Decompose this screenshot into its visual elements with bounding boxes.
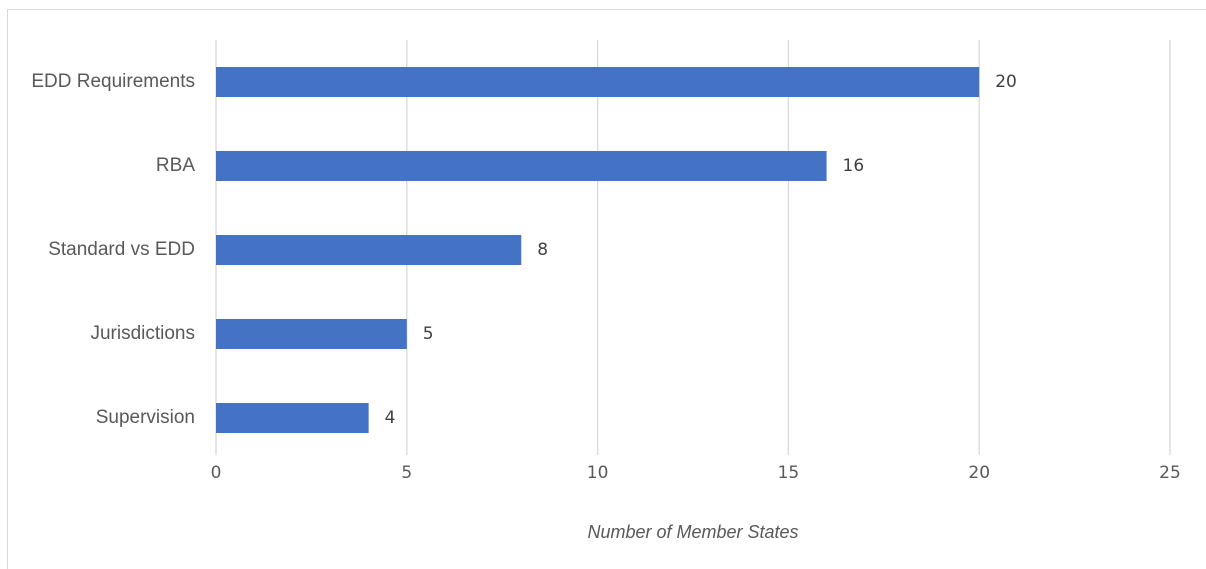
bars: [216, 67, 980, 433]
category-label: Standard vs EDD: [48, 239, 195, 260]
category-label: RBA: [156, 155, 195, 176]
category-label: Jurisdictions: [90, 323, 195, 344]
x-tick-label-10: 10: [587, 463, 609, 483]
data-label: 20: [995, 72, 1017, 92]
bar-supervision: [216, 403, 369, 433]
x-tick-label-5: 5: [401, 463, 412, 483]
data-label: 5: [423, 324, 434, 344]
x-tick-label-15: 15: [778, 463, 800, 483]
category-label: EDD Requirements: [31, 71, 195, 92]
data-label: 16: [843, 156, 865, 176]
data-labels: 20 16 8 5 4: [385, 72, 1017, 428]
chart-frame: [7, 9, 1206, 569]
data-label: 4: [385, 408, 396, 428]
x-tick-label-25: 25: [1159, 463, 1181, 483]
x-tick-label-20: 20: [968, 463, 990, 483]
bar-edd-requirements: [216, 67, 980, 97]
x-tick-labels: 0 5 10 15 20 25: [211, 463, 1181, 483]
x-axis-title: Number of Member States: [587, 522, 798, 542]
bar-jurisdictions: [216, 319, 407, 349]
bar-rba: [216, 151, 827, 181]
data-label: 8: [537, 240, 548, 260]
x-tick-label-0: 0: [211, 463, 222, 483]
category-label: Supervision: [96, 407, 195, 428]
bar-standard-vs-edd: [216, 235, 522, 265]
category-labels: EDD Requirements RBA Standard vs EDD Jurisd…: [31, 71, 195, 428]
